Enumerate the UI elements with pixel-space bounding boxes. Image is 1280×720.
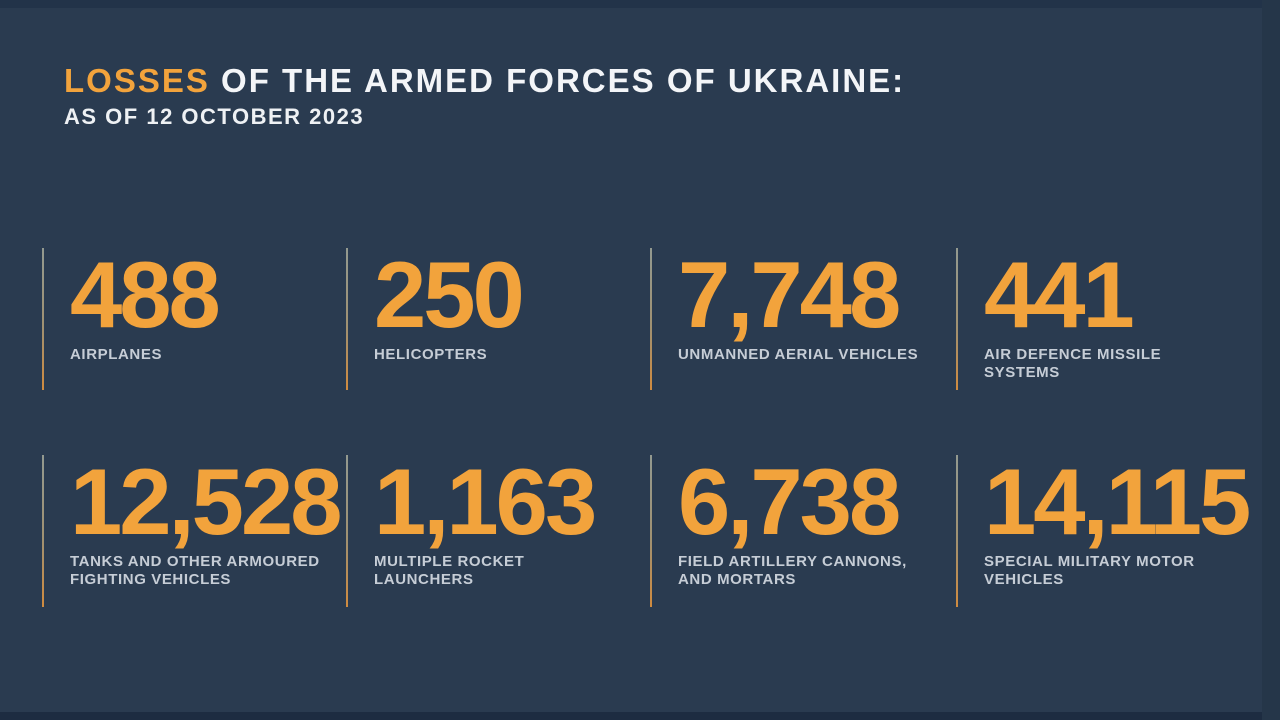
stat-card-special-military-motor-vehicles: 14,115 SPECIAL MILITARY MOTOR VEHICLES bbox=[956, 455, 1256, 607]
separator-line bbox=[346, 248, 348, 390]
subtitle-date: AS OF 12 OCTOBER 2023 bbox=[64, 104, 365, 129]
separator-line bbox=[346, 455, 348, 607]
stat-value: 12,528 bbox=[70, 449, 343, 554]
page-title: LOSSES OF THE ARMED FORCES OF UKRAINE: bbox=[64, 62, 905, 100]
separator-line bbox=[650, 248, 652, 390]
stat-value: 488 bbox=[70, 242, 221, 347]
stats-row-1: 488 AIRPLANES 250 HELICOPTERS 7,748 UNMA… bbox=[0, 248, 1280, 398]
stat-value: 14,115 bbox=[984, 449, 1251, 554]
stat-label: SPECIAL MILITARY MOTOR VEHICLES bbox=[984, 553, 1195, 588]
stat-card-airplanes: 488 AIRPLANES bbox=[42, 248, 342, 390]
stat-card-helicopters: 250 HELICOPTERS bbox=[346, 248, 646, 390]
stat-card-field-artillery-mortars: 6,738 FIELD ARTILLERY CANNONS, AND MORTA… bbox=[650, 455, 950, 607]
title-highlight: LOSSES bbox=[64, 62, 210, 99]
stat-label: AIRPLANES bbox=[70, 346, 163, 363]
stat-label: UNMANNED AERIAL VEHICLES bbox=[678, 346, 919, 363]
stat-value: 441 bbox=[984, 242, 1135, 347]
stat-label: AIR DEFENCE MISSILE SYSTEMS bbox=[984, 346, 1162, 381]
stat-value: 6,738 bbox=[678, 449, 901, 554]
title-rest: OF THE ARMED FORCES OF UKRAINE: bbox=[221, 62, 906, 99]
letterbox-right bbox=[1262, 0, 1280, 720]
stat-value: 7,748 bbox=[678, 242, 901, 347]
letterbox-top bbox=[0, 0, 1280, 8]
stat-card-multiple-rocket-launchers: 1,163 MULTIPLE ROCKET LAUNCHERS bbox=[346, 455, 646, 607]
separator-line bbox=[650, 455, 652, 607]
separator-line bbox=[42, 248, 44, 390]
letterbox-bottom bbox=[0, 712, 1280, 720]
separator-line bbox=[956, 455, 958, 607]
stat-value: 1,163 bbox=[374, 449, 597, 554]
header: LOSSES OF THE ARMED FORCES OF UKRAINE: A… bbox=[64, 62, 905, 130]
stat-card-unmanned-aerial-vehicles: 7,748 UNMANNED AERIAL VEHICLES bbox=[650, 248, 950, 390]
stats-row-2: 12,528 TANKS AND OTHER ARMOURED FIGHTING… bbox=[0, 455, 1280, 615]
stat-label: FIELD ARTILLERY CANNONS, AND MORTARS bbox=[678, 553, 907, 588]
stat-label: HELICOPTERS bbox=[374, 346, 488, 363]
stat-card-tanks-armoured-vehicles: 12,528 TANKS AND OTHER ARMOURED FIGHTING… bbox=[42, 449, 343, 607]
separator-line bbox=[42, 455, 44, 607]
stat-label: MULTIPLE ROCKET LAUNCHERS bbox=[374, 553, 525, 588]
stat-label: TANKS AND OTHER ARMOURED FIGHTING VEHICL… bbox=[70, 553, 320, 588]
separator-line bbox=[956, 248, 958, 390]
stat-value: 250 bbox=[374, 242, 525, 347]
stat-card-air-defence-missile-systems: 441 AIR DEFENCE MISSILE SYSTEMS bbox=[956, 248, 1256, 390]
